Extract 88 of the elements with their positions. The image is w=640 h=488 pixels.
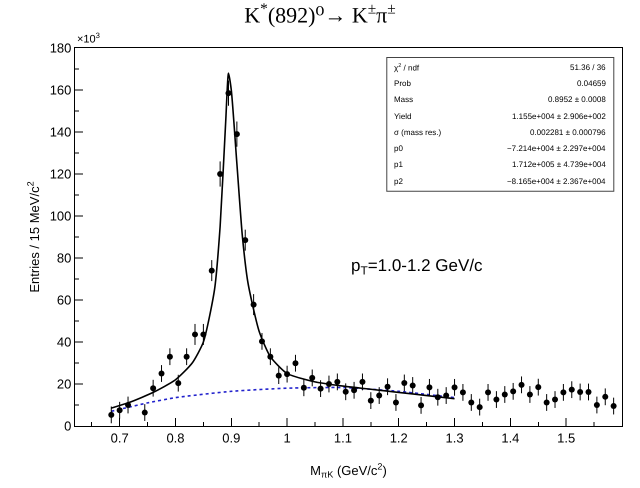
y-tick-label: 180: [50, 40, 72, 56]
text: Yield 1.155e+004 ± 2.906e+002: [394, 112, 606, 121]
text: χ$^{2}$ / ndf 51.36 / 36: [394, 63, 606, 72]
point: [342, 388, 349, 395]
point: [443, 392, 450, 399]
text: ×10$^{3}$: [77, 31, 100, 46]
y-tick-label: 120: [50, 166, 72, 182]
text: Prob 0.04659: [394, 79, 606, 88]
point: [225, 90, 232, 96]
point: [602, 394, 608, 400]
y-tick-label: 160: [50, 82, 72, 98]
text: p2 −8.165e+004 ± 2.367e+004: [394, 177, 606, 186]
point: [410, 382, 416, 388]
point: [175, 380, 182, 386]
point: [276, 372, 282, 379]
x-tick-label: 0.9: [222, 430, 240, 446]
y-tick-label: 40: [56, 334, 72, 350]
point: [125, 402, 132, 408]
point: [300, 384, 307, 391]
y-tick-label: 140: [50, 124, 72, 140]
point: [184, 354, 190, 360]
annotation: p$_{T}$=1.0-1.2 GeV/c: [351, 256, 484, 278]
y-tick-label: 100: [50, 208, 72, 224]
point: [426, 384, 432, 390]
point: [250, 302, 257, 308]
point: [502, 392, 508, 398]
chart-title: K$^{*}$(892)⁰→ K$^{±}$π$^{±}$: [244, 0, 396, 28]
point: [526, 392, 533, 398]
point: [544, 399, 550, 406]
y-tick-label: 0: [64, 418, 72, 434]
x-tick-label: 0.8: [166, 430, 185, 446]
point: [368, 398, 374, 404]
point: [284, 371, 290, 378]
x-tick-label: 1.4: [501, 430, 520, 446]
point: [359, 378, 366, 385]
point: [434, 394, 441, 400]
point: [468, 399, 474, 406]
text: p1 1.712e+005 ± 4.739e+004: [394, 160, 606, 169]
text: Mass 0.8952 ± 0.0008: [394, 95, 606, 104]
point: [577, 388, 584, 395]
point: [493, 396, 500, 403]
point: [476, 404, 483, 410]
point: [610, 403, 617, 410]
point: [535, 384, 542, 390]
point: [326, 381, 332, 387]
point: [460, 389, 466, 396]
point: [485, 389, 492, 396]
x-tick-label: 1.3: [446, 430, 464, 446]
x-tick-label: 1: [283, 430, 291, 446]
point: [150, 385, 156, 392]
point: [309, 374, 316, 381]
point: [258, 338, 265, 344]
point: [142, 410, 148, 416]
point: [158, 370, 165, 376]
y-tick-label: 20: [56, 376, 72, 392]
point: [594, 402, 600, 408]
point: [192, 331, 198, 338]
point: [234, 131, 240, 138]
point: [376, 392, 382, 399]
text: p0 −7.214e+004 ± 2.297e+004: [394, 144, 606, 153]
point: [510, 388, 516, 394]
y-tick-label: 80: [56, 250, 72, 266]
point: [208, 268, 215, 274]
x-tick-label: 1.2: [390, 430, 408, 446]
point: [108, 412, 114, 418]
point: [418, 402, 424, 408]
point: [384, 384, 391, 390]
point: [166, 354, 173, 360]
point: [334, 378, 340, 385]
point: [560, 389, 566, 396]
point: [267, 354, 274, 360]
text: σ (mass res.) 0.002281 ± 0.000796: [394, 128, 606, 137]
x-tick-label: 0.7: [110, 430, 129, 446]
point: [568, 386, 575, 393]
point: [452, 384, 458, 390]
x-tick-label: 1.1: [334, 430, 352, 446]
point: [586, 388, 592, 395]
point: [401, 380, 408, 386]
point: [292, 360, 298, 366]
point: [552, 396, 558, 403]
point: [116, 407, 123, 414]
x-axis-title: M$_{πK}$ (GeV/c$^{2}$): [310, 462, 387, 480]
x-tick-label: 1.5: [557, 430, 576, 446]
point: [392, 399, 399, 406]
point: [518, 382, 525, 388]
point: [318, 386, 324, 392]
point: [200, 331, 206, 338]
y-tick-label: 60: [56, 292, 72, 308]
